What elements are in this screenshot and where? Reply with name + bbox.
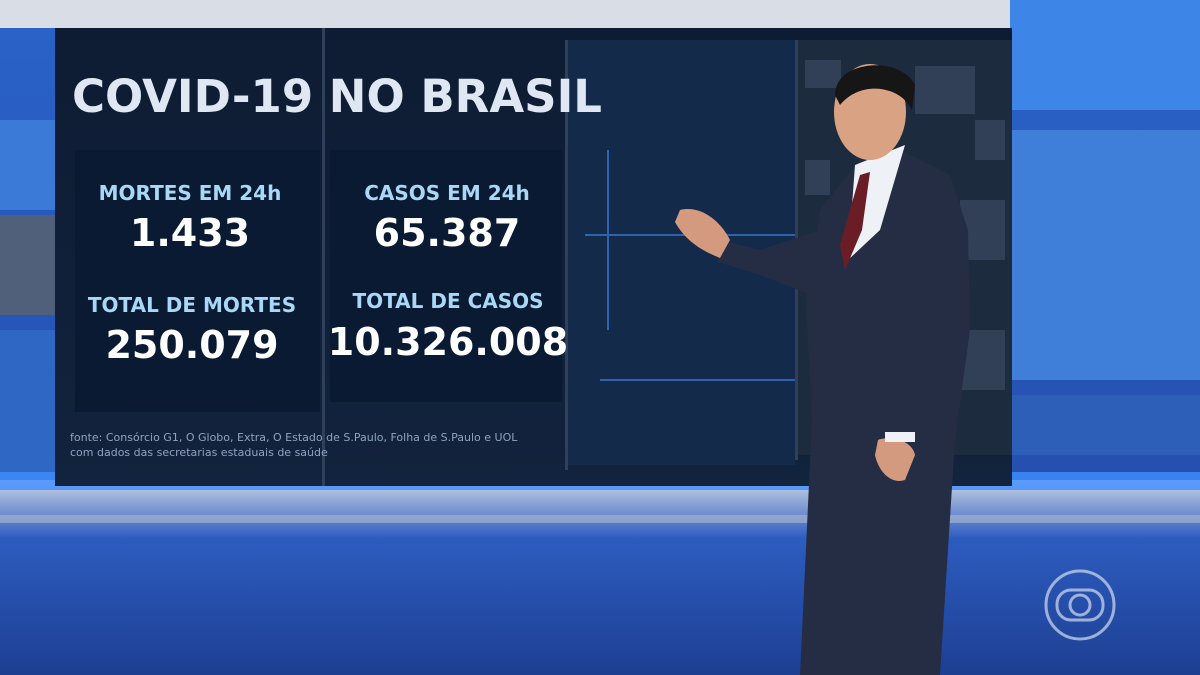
stat-value: 1.433 xyxy=(130,211,250,255)
channel-logo xyxy=(1044,569,1116,641)
stat-value: 65.387 xyxy=(374,211,521,255)
covid-graphic: COVID-19 NO BRASIL MORTES EM 24h 1.433 C… xyxy=(70,70,602,459)
source-line: com dados das secretarias estaduais de s… xyxy=(70,446,328,459)
source-line: fonte: Consórcio G1, O Globo, Extra, O E… xyxy=(70,431,518,444)
graphic-title: COVID-19 NO BRASIL xyxy=(72,70,602,123)
stat-value: 10.326.008 xyxy=(328,320,568,364)
stat-label: TOTAL DE MORTES xyxy=(88,293,296,317)
stat-label: MORTES EM 24h xyxy=(99,181,282,205)
stat-label: CASOS EM 24h xyxy=(364,181,530,205)
presenter xyxy=(675,64,970,675)
stat-label: TOTAL DE CASOS xyxy=(352,289,543,313)
stat-value: 250.079 xyxy=(105,323,278,367)
